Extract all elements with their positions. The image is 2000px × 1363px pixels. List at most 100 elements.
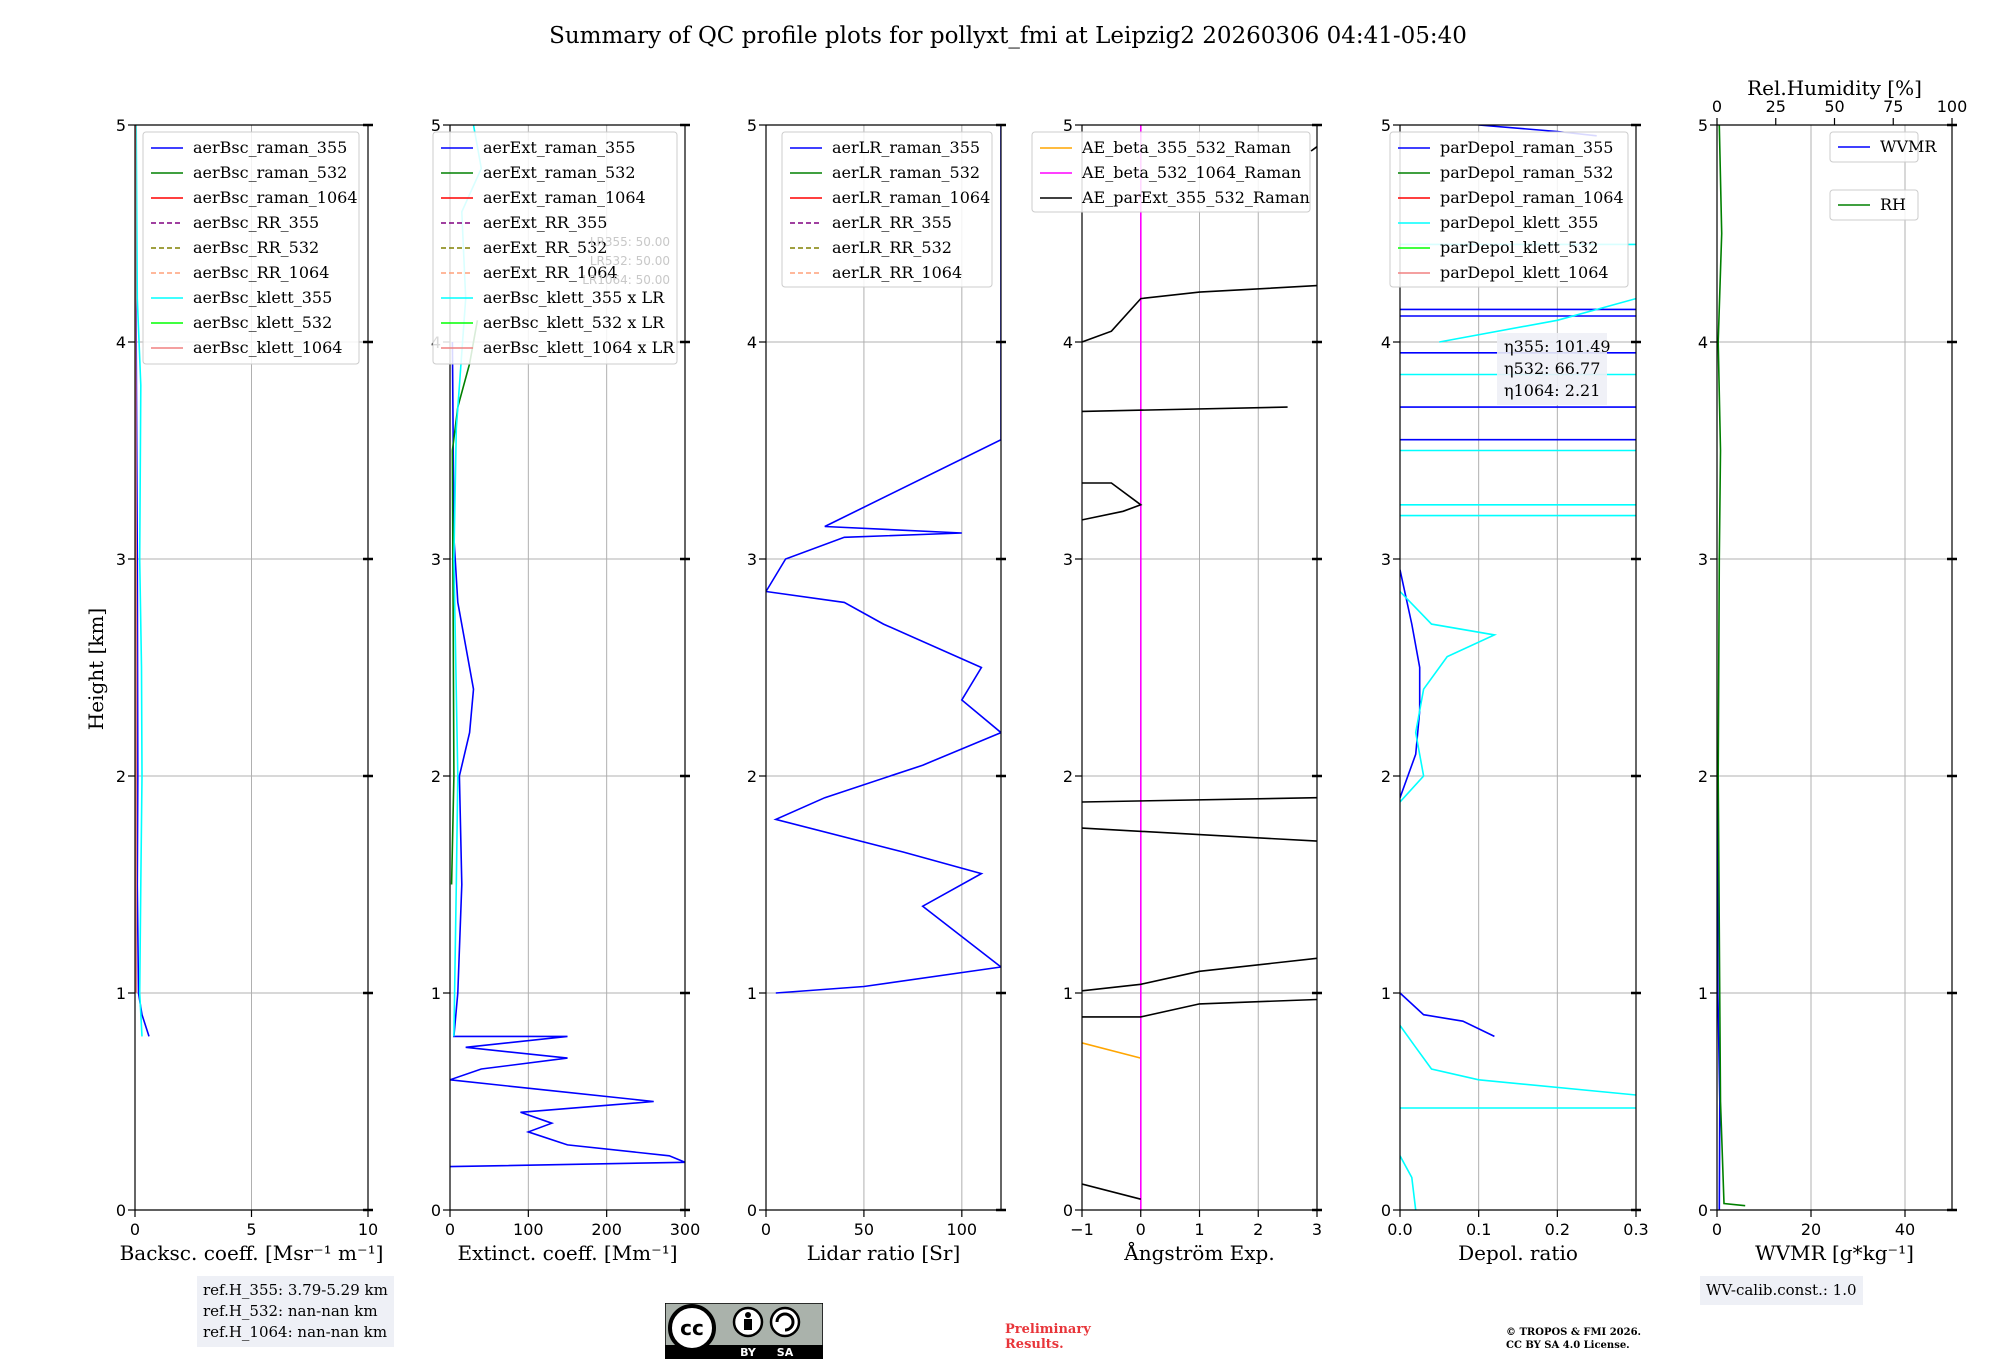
x-tick-label: 10 bbox=[358, 1220, 378, 1239]
series-line bbox=[1082, 482, 1143, 521]
x-tick-label: 20 bbox=[1801, 1220, 1821, 1239]
series-line bbox=[1082, 1042, 1142, 1059]
legend-box bbox=[142, 131, 360, 365]
legend-label: AE_parExt_355_532_Raman bbox=[1081, 188, 1310, 207]
svg-text:BY: BY bbox=[740, 1346, 757, 1359]
eta-label: η1064: 2.21 bbox=[1504, 381, 1600, 400]
x-tick-label: 0 bbox=[130, 1220, 140, 1239]
legend-label: aerExt_RR_532 bbox=[483, 238, 607, 257]
svg-text:cc: cc bbox=[680, 1316, 704, 1340]
series-line bbox=[1082, 957, 1317, 992]
panel-extinction: 0100200300012345Extinct. coeff. [Mm⁻¹]ae… bbox=[431, 116, 700, 1265]
series-line bbox=[1717, 775, 1721, 1210]
y-tick-label: 3 bbox=[431, 550, 441, 569]
series-line bbox=[1082, 284, 1317, 343]
series-line bbox=[766, 125, 1001, 994]
y-tick-label: 5 bbox=[431, 116, 441, 135]
x-tick-label: 0.0 bbox=[1387, 1220, 1412, 1239]
y-tick-label: 0 bbox=[431, 1201, 441, 1220]
y-tick-label: 5 bbox=[1698, 116, 1708, 135]
x-axis-label: WVMR [g*kg⁻¹] bbox=[1755, 1241, 1914, 1265]
legend: parDepol_raman_355 parDepol_raman_532 parD… bbox=[1389, 131, 1629, 288]
x-tick-label: 100 bbox=[513, 1220, 544, 1239]
series-group bbox=[135, 125, 150, 1037]
lidar-ratio-label: LR532: 50.00 bbox=[590, 254, 670, 268]
cc-license-badge: cc BY SA bbox=[664, 1302, 824, 1360]
y-tick-label: 5 bbox=[1381, 116, 1391, 135]
y-tick-label: 1 bbox=[116, 984, 126, 1003]
legend-label: aerBsc_klett_532 bbox=[193, 313, 332, 332]
panel-wv: 0 20 40 0 1 2 3 4 5 WVMR [g*kg⁻¹] 0 25 50 75 100 Rel.Hu… bbox=[1698, 76, 1967, 1265]
legend: AE_beta_355_532_Raman AE_beta_532_1064_Ra… bbox=[1031, 131, 1311, 213]
legend-label: WVMR bbox=[1880, 137, 1937, 156]
series-line bbox=[1717, 125, 1746, 1207]
x-axis-label: Depol. ratio bbox=[1458, 1241, 1578, 1265]
legend-label: parDepol_klett_532 bbox=[1440, 238, 1598, 257]
legend-label: aerExt_raman_1064 bbox=[483, 188, 646, 207]
series-line bbox=[1400, 1155, 1417, 1210]
x-tick-label: 50 bbox=[854, 1220, 874, 1239]
x-tick-label: 0 bbox=[1136, 1220, 1146, 1239]
legend-label: aerBsc_klett_355 x LR bbox=[483, 288, 665, 307]
y-tick-label: 4 bbox=[1698, 333, 1708, 352]
x-axis-label: Lidar ratio [Sr] bbox=[807, 1241, 961, 1265]
series-group bbox=[1082, 125, 1317, 1210]
series-line bbox=[1400, 992, 1495, 1038]
x-tick-label: 0.2 bbox=[1545, 1220, 1570, 1239]
series-line bbox=[1400, 1025, 1636, 1096]
series-line bbox=[135, 125, 143, 1037]
legend-label: aerLR_raman_355 bbox=[832, 138, 980, 157]
x-axis-label: Backsc. coeff. [Msr⁻¹ m⁻¹] bbox=[120, 1241, 384, 1265]
legend-label: aerBsc_klett_1064 x LR bbox=[483, 338, 675, 357]
x-tick-label: 0.3 bbox=[1623, 1220, 1648, 1239]
x2-tick-label: 50 bbox=[1824, 97, 1844, 116]
x-tick-label: 0 bbox=[445, 1220, 455, 1239]
x-tick-label: 200 bbox=[591, 1220, 622, 1239]
legend-label: parDepol_raman_532 bbox=[1440, 163, 1613, 182]
legend-box bbox=[1829, 189, 1919, 221]
y-tick-label: 4 bbox=[747, 333, 757, 352]
y-tick-label: 3 bbox=[1381, 550, 1391, 569]
x2-axis-label: Rel.Humidity [%] bbox=[1747, 76, 1922, 100]
y-tick-label: 2 bbox=[1381, 767, 1391, 786]
series-group bbox=[1717, 125, 1746, 1210]
legend-label: aerExt_raman_532 bbox=[483, 163, 636, 182]
series-line bbox=[450, 341, 685, 1168]
x-axis-label: Ångström Exp. bbox=[1123, 1240, 1274, 1265]
legend-label: aerBsc_raman_355 bbox=[193, 138, 347, 157]
x2-tick-label: 0 bbox=[1712, 97, 1722, 116]
x-tick-label: 0 bbox=[761, 1220, 771, 1239]
legend-label: aerBsc_raman_532 bbox=[193, 163, 347, 182]
eta-box bbox=[1497, 333, 1607, 405]
y-tick-label: 0 bbox=[1063, 1201, 1073, 1220]
y-tick-label: 5 bbox=[116, 116, 126, 135]
x2-tick-label: 25 bbox=[1766, 97, 1786, 116]
cc-icon bbox=[668, 1304, 716, 1352]
legend-label: aerLR_RR_355 bbox=[832, 213, 952, 232]
y-tick-label: 0 bbox=[116, 1201, 126, 1220]
eta-label: η532: 66.77 bbox=[1504, 359, 1600, 378]
y-tick-label: 1 bbox=[1063, 984, 1073, 1003]
sa-icon bbox=[769, 1306, 801, 1338]
y-tick-label: 1 bbox=[747, 984, 757, 1003]
x-tick-label: 3 bbox=[1312, 1220, 1322, 1239]
y-tick-label: 1 bbox=[1381, 984, 1391, 1003]
legend-label: parDepol_raman_1064 bbox=[1440, 188, 1624, 207]
y-tick-label: 4 bbox=[116, 333, 126, 352]
series-line bbox=[1082, 796, 1317, 803]
y-tick-label: 3 bbox=[747, 550, 757, 569]
y-tick-label: 0 bbox=[1698, 1201, 1708, 1220]
y-tick-label: 3 bbox=[116, 550, 126, 569]
legend-label: aerLR_raman_532 bbox=[832, 163, 980, 182]
series-line bbox=[135, 125, 138, 994]
legend: aerBsc_raman_355 aerBsc_raman_532 aerBsc_r… bbox=[142, 131, 360, 365]
lidar-ratio-label: LR1064: 50.00 bbox=[582, 273, 670, 287]
y-tick-label: 2 bbox=[1698, 767, 1708, 786]
series-group bbox=[1400, 125, 1636, 1210]
x-tick-label: 2 bbox=[1253, 1220, 1263, 1239]
legend-label: aerBsc_klett_532 x LR bbox=[483, 313, 665, 332]
panel-lidar_ratio: 0 50 100 0 1 2 3 4 5 Lidar ratio [Sr] aerLR_raman_… bbox=[747, 116, 1006, 1265]
y-tick-label: 0 bbox=[1381, 1201, 1391, 1220]
